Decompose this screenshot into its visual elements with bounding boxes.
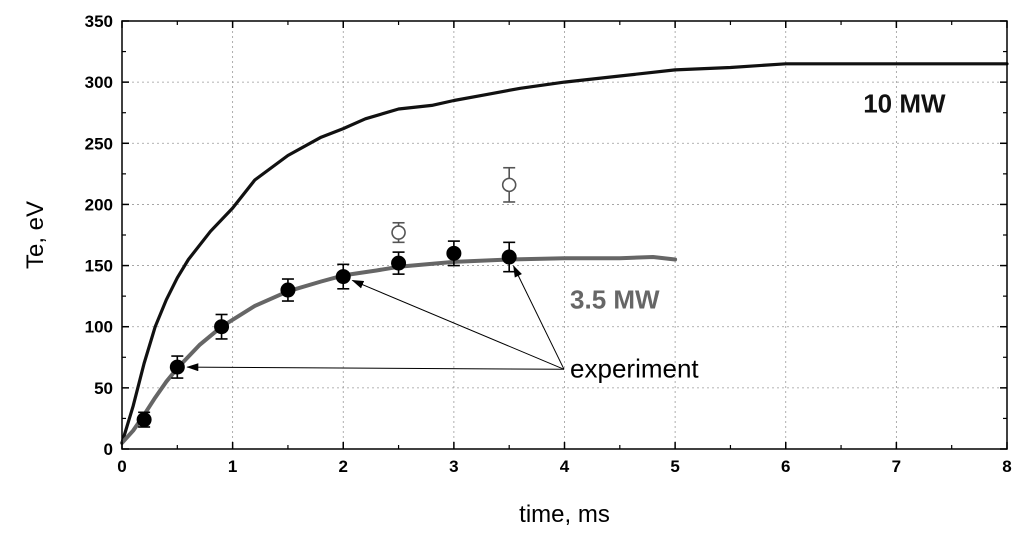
y-tick-label: 50 bbox=[94, 379, 113, 398]
x-tick-label: 3 bbox=[449, 457, 458, 476]
open-point bbox=[501, 177, 517, 193]
experiment-arrow-1 bbox=[351, 279, 565, 370]
y-tick-label: 350 bbox=[85, 12, 113, 31]
experiment-point bbox=[280, 282, 296, 298]
experiment-point bbox=[391, 255, 407, 271]
series-line-1 bbox=[120, 255, 678, 445]
x-tick-label: 6 bbox=[781, 457, 790, 476]
x-tick-label: 1 bbox=[228, 457, 237, 476]
x-tick-label: 4 bbox=[560, 457, 570, 476]
experiment-point bbox=[335, 269, 351, 285]
grid bbox=[122, 21, 1007, 449]
series-label-10mw: 10 MW bbox=[863, 89, 946, 119]
series-lines bbox=[120, 62, 1009, 445]
experiment-arrows bbox=[186, 265, 565, 372]
plot-frame bbox=[121, 20, 1008, 450]
experiment-arrow-2 bbox=[513, 265, 565, 370]
experiment-point bbox=[446, 245, 462, 261]
series-label-3-5mw: 3.5 MW bbox=[570, 284, 660, 314]
x-tick-label: 0 bbox=[117, 457, 126, 476]
experiment-label: experiment bbox=[570, 353, 699, 383]
y-tick-label: 0 bbox=[104, 440, 113, 459]
x-tick-label: 5 bbox=[670, 457, 679, 476]
experiment-point bbox=[136, 412, 152, 428]
y-tick-label: 300 bbox=[85, 73, 113, 92]
experiment-point bbox=[501, 249, 517, 265]
x-axis-title: time, ms bbox=[519, 501, 610, 528]
y-tick-label: 150 bbox=[85, 257, 113, 276]
open-point bbox=[391, 225, 406, 240]
y-tick-label: 200 bbox=[85, 195, 113, 214]
experiment-arrow-0 bbox=[186, 363, 565, 372]
x-tick-label: 2 bbox=[339, 457, 348, 476]
experiment-point bbox=[169, 359, 185, 375]
experiment-point bbox=[214, 319, 230, 335]
y-axis-title: Te, eV bbox=[22, 201, 49, 269]
data-points bbox=[136, 166, 517, 428]
y-tick-label: 100 bbox=[85, 318, 113, 337]
y-tick-label: 250 bbox=[85, 134, 113, 153]
x-tick-label: 8 bbox=[1002, 457, 1011, 476]
ticks: 0 1 2 3 4 5 6 7 8 0 50 100 150 200 250 300 350 bbox=[85, 12, 1012, 476]
x-tick-label: 7 bbox=[892, 457, 901, 476]
series-line-0 bbox=[120, 62, 1009, 445]
